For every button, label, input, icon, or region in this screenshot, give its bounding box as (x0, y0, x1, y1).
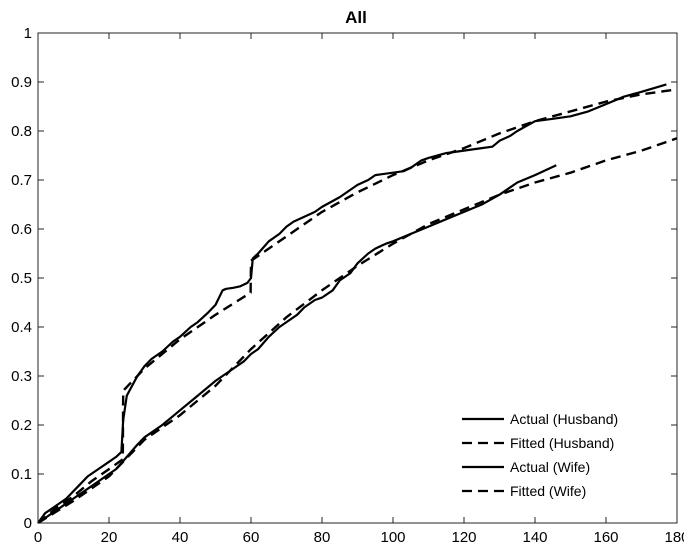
y-tick-label: 0.5 (11, 270, 32, 287)
x-tick-label: 140 (522, 529, 547, 546)
y-tick-label: 0.7 (11, 172, 32, 189)
x-tick-label: 0 (34, 529, 42, 546)
y-tick-label: 0.2 (11, 417, 32, 434)
y-tick-label: 0.6 (11, 221, 32, 238)
x-tick-label: 20 (101, 529, 118, 546)
x-tick-label: 180 (664, 529, 684, 546)
legend: Actual (Husband) Fitted (Husband) Actual (… (462, 411, 618, 499)
x-tick-label: 160 (593, 529, 618, 546)
series-line-2 (37, 88, 678, 524)
legend-label-4: Fitted (Wife) (510, 483, 586, 499)
x-tick-label: 120 (451, 529, 476, 546)
legend-label-1: Actual (Husband) (510, 411, 618, 427)
y-tick-label: 0.9 (11, 74, 32, 91)
chart-title: All (345, 8, 367, 27)
axes-group: 0 20 40 60 80 100 120 140 160 180 0 0.1 0.2 0.3 0.4 0.5… (11, 25, 684, 546)
y-tick-label: 0.8 (11, 123, 32, 140)
x-tick-label: 60 (243, 529, 260, 546)
x-tick-label: 100 (380, 529, 405, 546)
y-tick-label: 0.1 (11, 466, 32, 483)
y-tick-label: 1 (24, 25, 32, 42)
series-line-4 (37, 137, 678, 525)
y-tick-label: 0.4 (11, 319, 32, 336)
x-tick-label: 80 (314, 529, 331, 546)
legend-label-2: Fitted (Husband) (510, 435, 614, 451)
y-tick-label: 0 (24, 515, 32, 532)
series-line-3 (37, 164, 557, 524)
legend-label-3: Actual (Wife) (510, 459, 590, 475)
x-tick-label: 40 (172, 529, 189, 546)
y-tick-label: 0.3 (11, 368, 32, 385)
series-group (37, 83, 678, 525)
